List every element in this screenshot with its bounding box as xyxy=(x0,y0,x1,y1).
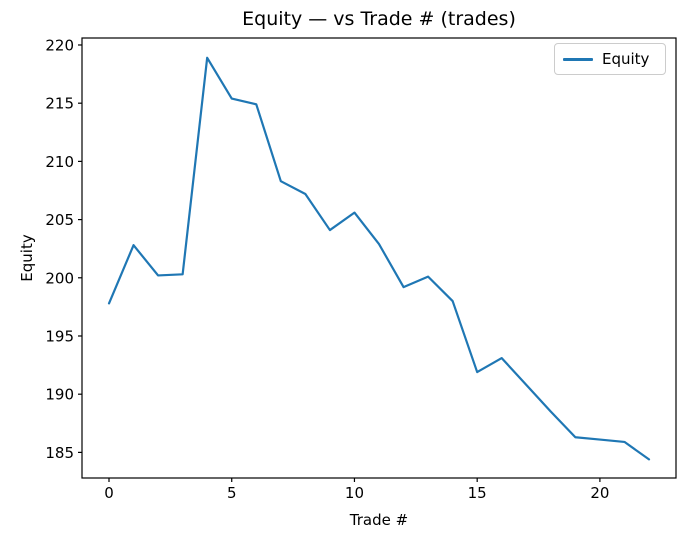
axes-spines xyxy=(81,37,677,479)
legend: Equity xyxy=(554,43,666,75)
y-tick-label: 190 xyxy=(45,386,74,404)
chart-title: Equity — vs Trade # (trades) xyxy=(242,8,516,30)
y-axis-label: Equity xyxy=(18,234,36,282)
x-tick-label: 10 xyxy=(345,484,364,502)
x-axis-label: Trade # xyxy=(349,511,409,529)
y-tick-label: 220 xyxy=(45,36,74,54)
y-tick-label: 195 xyxy=(45,327,74,345)
series-line-equity xyxy=(107,56,651,461)
y-tick-label: 185 xyxy=(45,444,74,462)
x-tick-label: 20 xyxy=(590,484,609,502)
y-tick-label: 215 xyxy=(45,95,74,113)
y-tick-label: 200 xyxy=(45,269,74,287)
y-tick-label: 210 xyxy=(45,153,74,171)
y-tick-label: 205 xyxy=(45,211,74,229)
legend-label: Equity xyxy=(602,50,650,68)
x-tick-label: 15 xyxy=(468,484,487,502)
x-tick-label: 5 xyxy=(227,484,237,502)
x-tick-label: 0 xyxy=(104,484,114,502)
legend-line-sample xyxy=(563,57,593,61)
